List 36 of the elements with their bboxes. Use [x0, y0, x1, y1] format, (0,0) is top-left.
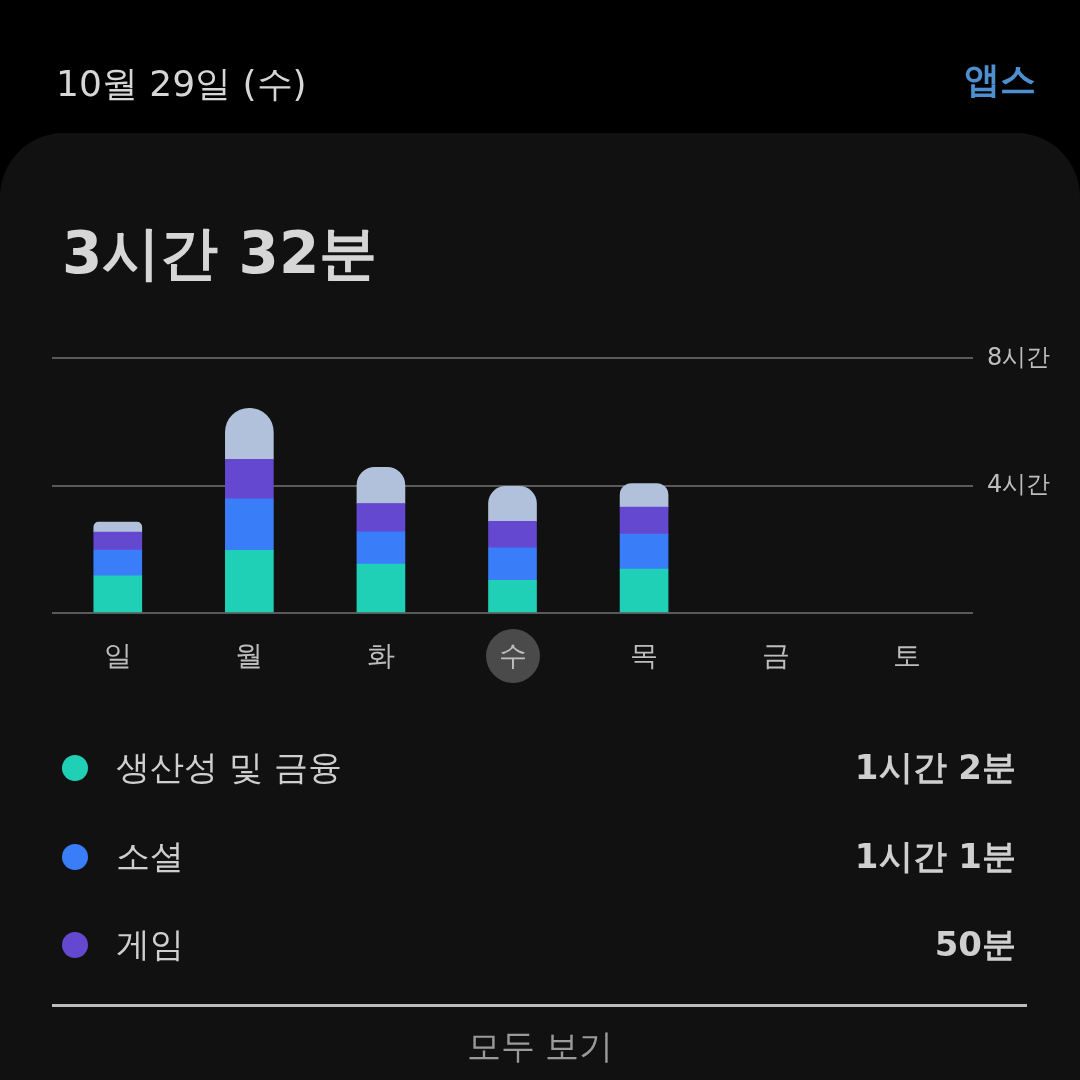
- bar: [619, 506, 669, 535]
- y-tick-label: 8시간: [987, 342, 1051, 371]
- x-tick-label: 수: [498, 639, 527, 673]
- bar: [356, 563, 406, 613]
- chart-subtitle: 3시간 32분: [62, 218, 378, 288]
- bar: [356, 531, 406, 565]
- bar: [93, 521, 143, 533]
- x-tick-label: 월: [235, 639, 264, 673]
- x-tick-label: 목: [630, 639, 659, 673]
- bar: [356, 503, 406, 533]
- x-tick-label: 일: [103, 639, 132, 673]
- text: 앱스: [964, 58, 1036, 102]
- bar: [225, 498, 274, 551]
- bar: [619, 568, 669, 613]
- legend-label: 게임: [116, 923, 185, 966]
- bar: [93, 549, 143, 577]
- chart-title: 10월 29일 (수): [56, 62, 307, 106]
- text: 50분: [934, 923, 1016, 966]
- text: 모두 보기: [465, 1025, 615, 1068]
- x-tick-label: 금: [761, 639, 790, 673]
- bar: [619, 533, 669, 570]
- y-tick-label: 4시간: [987, 469, 1051, 498]
- x-tick-label: 토: [893, 639, 922, 673]
- text: 1시간 1분: [854, 834, 1016, 878]
- bar: [93, 575, 143, 613]
- bar: [488, 547, 537, 581]
- bar: [619, 483, 669, 508]
- bar: [488, 579, 537, 613]
- legend-label: 생산성 및 금융: [116, 746, 343, 789]
- bar: [93, 531, 143, 551]
- x-tick-label: 화: [366, 639, 395, 673]
- bar: [225, 549, 274, 613]
- text: 1시간 2분: [854, 746, 1016, 789]
- bar: [488, 521, 537, 549]
- bar: [225, 458, 274, 500]
- legend-label: 소셜: [116, 834, 185, 878]
